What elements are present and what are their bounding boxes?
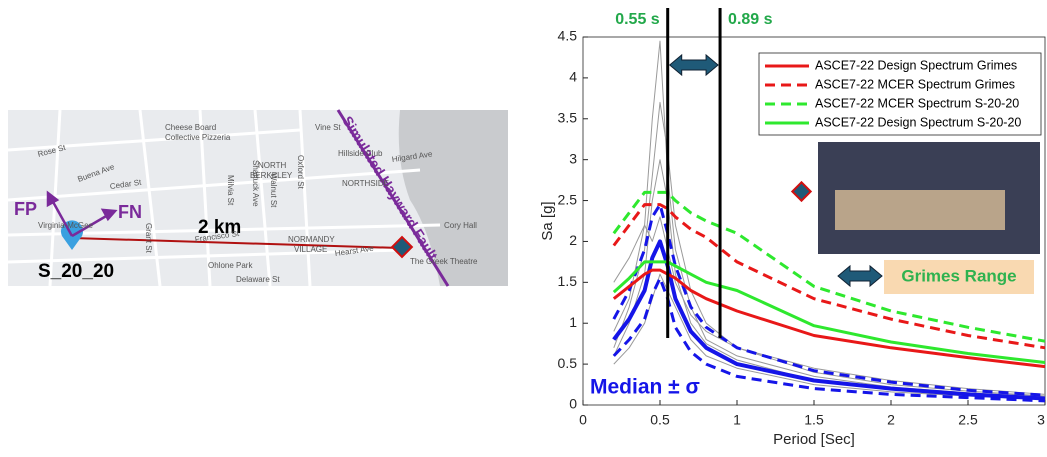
x-tick-label: 2 — [887, 412, 895, 428]
street-label: NORTH — [258, 161, 287, 170]
double-arrow — [837, 264, 883, 288]
street-label: Walnut St — [269, 173, 278, 208]
station-label: S_20_20 — [38, 261, 114, 282]
y-tick-label: 0.5 — [558, 355, 578, 371]
street-label: VILLAGE — [294, 245, 327, 254]
median-label: Median ± σ — [590, 376, 700, 399]
y-tick-label: 2 — [569, 232, 577, 248]
y-tick-label: 3 — [569, 150, 577, 166]
street-label: Cory Hall — [444, 221, 477, 230]
y-tick-label: 3.5 — [558, 109, 578, 125]
plot — [818, 142, 1040, 294]
x-tick-label: 0.5 — [650, 412, 670, 428]
x-tick-label: 0 — [579, 412, 587, 428]
series-line — [613, 216, 1046, 395]
x-tick-label: 3 — [1037, 412, 1045, 428]
street-label: Ohlone Park — [208, 261, 253, 270]
street-label: The Greek Theatre — [410, 257, 478, 266]
y-tick-label: 4 — [569, 69, 577, 85]
street-label: NORTHSIDE — [342, 179, 389, 188]
street-label: Cheese Board — [165, 123, 216, 132]
street-label: Milvia St — [226, 175, 235, 206]
street-label: Oxford St — [296, 155, 305, 190]
direction-arrows — [46, 190, 118, 238]
y-tick-label: 0 — [569, 396, 577, 412]
series-line — [612, 190, 1046, 343]
fp-label: FP — [14, 199, 37, 219]
street-label: Grant St — [144, 223, 153, 254]
map — [7, 109, 508, 287]
building-photo-detail — [835, 190, 1005, 230]
series-line — [613, 101, 1046, 397]
y-axis-label: Sa [g] — [539, 201, 556, 240]
range-label-box — [884, 260, 1034, 294]
period-marker-label: 0.89 s — [728, 11, 773, 28]
distance-label: 2 km — [198, 217, 241, 238]
fault-point — [390, 235, 414, 259]
street-label: Collective Pizzeria — [165, 133, 231, 142]
street-label: Delaware St — [236, 275, 280, 284]
period-marker-label: 0.55 s — [615, 11, 660, 28]
y-tick-label: 2.5 — [558, 191, 578, 207]
street-label: Virginia-McGee — [38, 221, 94, 230]
street-label: Vine St — [315, 123, 341, 132]
distance-line — [71, 237, 401, 249]
y-tick-label: 4.5 — [558, 28, 578, 44]
series-line — [612, 239, 1046, 401]
street-label: Hillside Club — [338, 149, 383, 158]
fn-label: FN — [118, 202, 142, 222]
grimes-marker — [790, 180, 813, 203]
street-label: Shattuck Ave — [251, 160, 260, 207]
street-label: BERKELEY — [250, 171, 293, 180]
x-tick-label: 1 — [733, 412, 741, 428]
legend-label: ASCE7-22 MCER Spectrum S-20-20 — [815, 96, 1019, 110]
series-line — [612, 203, 1046, 350]
x-tick-label: 2.5 — [958, 412, 978, 428]
legend-label: ASCE7-22 Design Spectrum S-20-20 — [815, 115, 1021, 129]
series-line — [612, 203, 1046, 397]
street-label: Cedar St — [109, 178, 142, 191]
x-axis-label: Period [Sec] — [773, 431, 855, 448]
double-arrow — [668, 53, 719, 77]
street-label: NORMANDY — [288, 235, 335, 244]
y-tick-label: 1.5 — [558, 273, 578, 289]
legend-label: ASCE7-22 Design Spectrum Grimes — [815, 58, 1017, 72]
x-tick-label: 1.5 — [804, 412, 824, 428]
fault-line — [336, 109, 450, 287]
series-line — [612, 268, 1046, 369]
series-line — [612, 276, 1046, 403]
hills — [398, 110, 508, 286]
series-line — [612, 260, 1046, 364]
legend-label: ASCE7-22 MCER Spectrum Grimes — [815, 77, 1015, 91]
range-label: Grimes Range — [901, 266, 1016, 285]
series-line — [613, 40, 1046, 398]
y-tick-label: 1 — [569, 314, 577, 330]
